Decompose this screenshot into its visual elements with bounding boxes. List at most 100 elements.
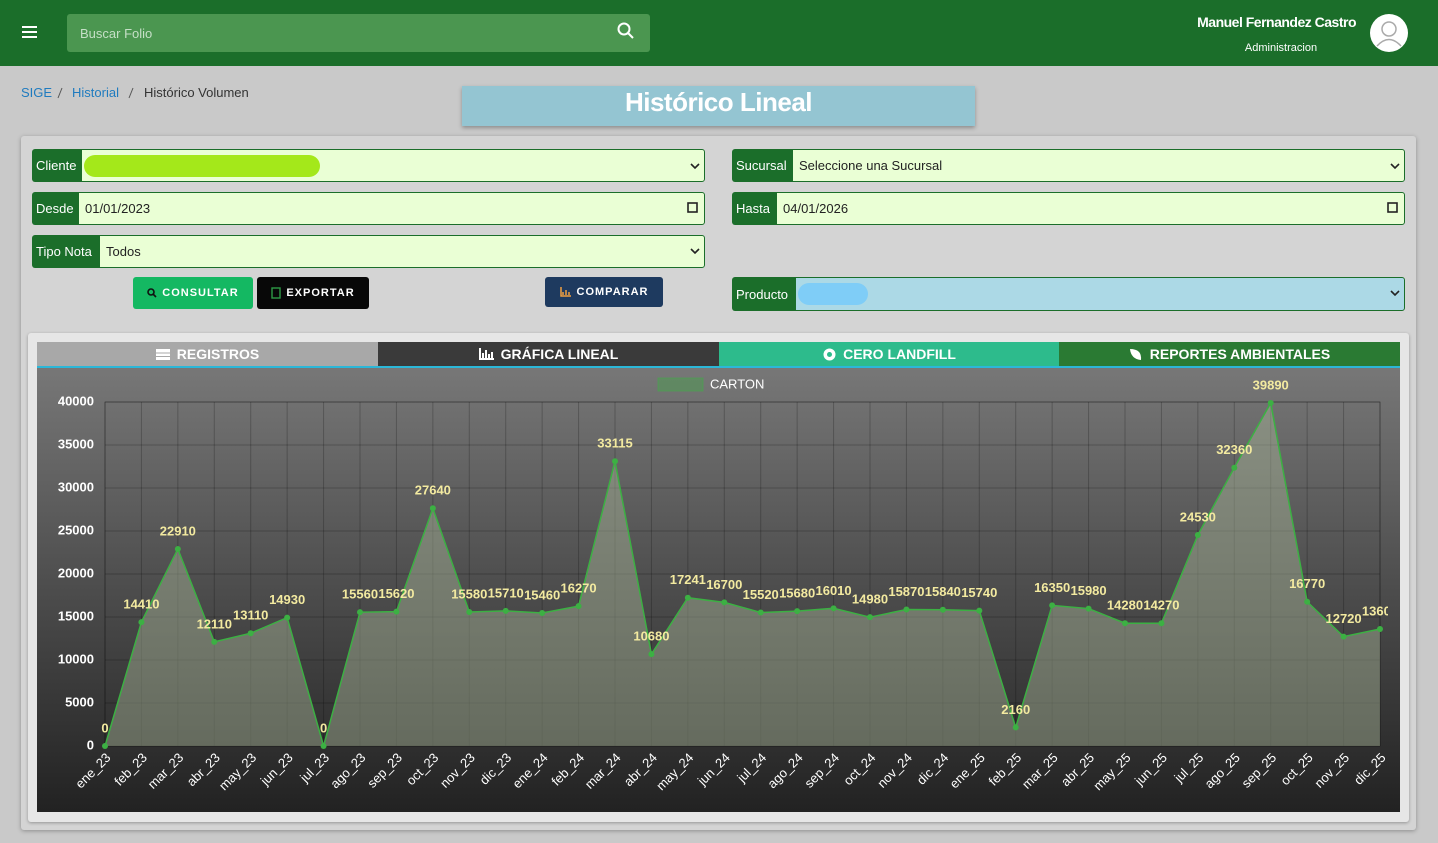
point bbox=[1267, 399, 1274, 406]
point bbox=[211, 638, 218, 645]
data-label: 15710 bbox=[488, 585, 524, 600]
y-tick-label: 30000 bbox=[58, 479, 94, 494]
x-tick-label: jun_23 bbox=[257, 750, 296, 789]
x-tick-label: dic_23 bbox=[477, 750, 515, 788]
tipo-nota-select[interactable]: Todos bbox=[99, 235, 705, 268]
exportar-button[interactable]: EXPORTAR bbox=[257, 277, 369, 309]
data-label: 14980 bbox=[852, 592, 888, 607]
data-label: 10680 bbox=[633, 629, 669, 644]
x-tick-label: ene_25 bbox=[947, 750, 988, 791]
tab[interactable]: REPORTES AMBIENTALES bbox=[1059, 342, 1400, 366]
x-tick-label: jun_25 bbox=[1131, 750, 1170, 789]
data-label: 2160 bbox=[1001, 702, 1030, 717]
data-label: 16770 bbox=[1289, 576, 1325, 591]
data-label: 14410 bbox=[123, 597, 159, 612]
desde-input[interactable]: 01/01/2023 bbox=[78, 192, 705, 225]
point bbox=[1085, 605, 1092, 612]
producto-select[interactable] bbox=[795, 277, 1405, 311]
point bbox=[502, 607, 509, 614]
point bbox=[1122, 620, 1128, 627]
point bbox=[393, 608, 400, 615]
x-tick-label: feb_23 bbox=[111, 750, 150, 789]
data-label: 22910 bbox=[160, 523, 196, 538]
cliente-select[interactable] bbox=[81, 149, 705, 182]
data-label: 32360 bbox=[1216, 442, 1252, 457]
point bbox=[429, 505, 436, 512]
tab-text: GRÁFICA LINEAL bbox=[500, 346, 619, 362]
point bbox=[1340, 633, 1347, 640]
point bbox=[1304, 598, 1311, 605]
data-label: 15620 bbox=[378, 586, 414, 601]
tab[interactable]: REGISTROS bbox=[37, 342, 378, 366]
line bbox=[104, 400, 1381, 749]
tab-underline bbox=[37, 366, 1400, 368]
sucursal-select[interactable]: Seleccione una Sucursal bbox=[792, 149, 1405, 182]
point bbox=[320, 743, 327, 749]
consultar-button[interactable]: CONSULTAR bbox=[133, 277, 253, 309]
hasta-input[interactable]: 04/01/2026 bbox=[776, 192, 1405, 225]
field-label: Sucursal bbox=[732, 149, 792, 182]
search-box[interactable]: Buscar Folio bbox=[67, 14, 650, 52]
breadcrumb-separator bbox=[57, 87, 63, 99]
point bbox=[830, 605, 837, 612]
x-tick-label: dic_24 bbox=[914, 750, 952, 788]
x-tick-label: mar_24 bbox=[582, 750, 624, 792]
tab[interactable]: CERO LANDFILL bbox=[719, 342, 1060, 366]
user-name: Manuel Fernandez Castro bbox=[1197, 14, 1356, 30]
y-tick-label: 15000 bbox=[58, 608, 94, 623]
x-tick-label: nov_23 bbox=[437, 750, 478, 791]
data-label: 16350 bbox=[1034, 580, 1070, 595]
breadcrumb-link[interactable]: Historial bbox=[72, 85, 119, 100]
x-tick-label: may_23 bbox=[216, 750, 259, 793]
data-label: 0 bbox=[101, 720, 108, 735]
y-tick-label: 25000 bbox=[58, 522, 94, 537]
search-icon[interactable] bbox=[617, 22, 635, 40]
x-tick-label: mar_25 bbox=[1019, 750, 1061, 792]
data-label: 16010 bbox=[815, 583, 851, 598]
point bbox=[976, 607, 983, 614]
line-chart: 0 5000 10000 15000 20000 25000 30000 35000 40000… bbox=[58, 376, 1389, 793]
data-label: 24530 bbox=[1180, 509, 1216, 524]
field-label: Producto bbox=[732, 277, 795, 311]
x-tick-label: oct_25 bbox=[1277, 750, 1315, 788]
y-tick-label: 20000 bbox=[58, 565, 94, 580]
field-label: Tipo Nota bbox=[32, 235, 99, 268]
data-label: 15520 bbox=[743, 587, 779, 602]
data-label: 15870 bbox=[888, 584, 924, 599]
x-tick-label: sep_24 bbox=[801, 750, 842, 791]
point bbox=[867, 614, 873, 621]
x-tick-label: nov_24 bbox=[874, 750, 915, 791]
data-label: 15560 bbox=[342, 587, 378, 602]
menu-icon[interactable] bbox=[22, 26, 38, 40]
point bbox=[1377, 626, 1383, 633]
point bbox=[174, 545, 181, 552]
point bbox=[1158, 620, 1165, 627]
point bbox=[1049, 602, 1056, 609]
point bbox=[648, 651, 655, 658]
avatar[interactable] bbox=[1369, 13, 1409, 53]
data-label: 39890 bbox=[1253, 377, 1289, 392]
x-tick-label: feb_25 bbox=[986, 750, 1025, 789]
search-placeholder: Buscar Folio bbox=[80, 26, 153, 41]
point bbox=[1231, 464, 1238, 471]
point bbox=[247, 630, 254, 637]
field-value: 01/01/2023 bbox=[85, 201, 151, 216]
tab-active[interactable]: GRÁFICA LINEAL bbox=[378, 342, 719, 366]
breadcrumb-link[interactable]: SIGE bbox=[21, 85, 53, 100]
button-text: CONSULTAR bbox=[162, 287, 239, 299]
data-label: 15740 bbox=[961, 585, 997, 600]
data-label: 15580 bbox=[451, 586, 487, 601]
point bbox=[903, 606, 910, 613]
data-label: 14930 bbox=[269, 592, 305, 607]
data-label: 12720 bbox=[1325, 611, 1361, 626]
breadcrumb-separator bbox=[128, 87, 134, 99]
data-label: 15680 bbox=[779, 586, 815, 601]
field-value: 04/01/2026 bbox=[783, 201, 849, 216]
x-tick-label: may_24 bbox=[653, 750, 696, 793]
x-tick-label: oct_23 bbox=[403, 750, 441, 788]
comparar-button[interactable]: COMPARAR bbox=[545, 277, 663, 307]
x-tick-label: ene_24 bbox=[509, 750, 550, 791]
x-tick-label: mar_23 bbox=[145, 750, 187, 792]
